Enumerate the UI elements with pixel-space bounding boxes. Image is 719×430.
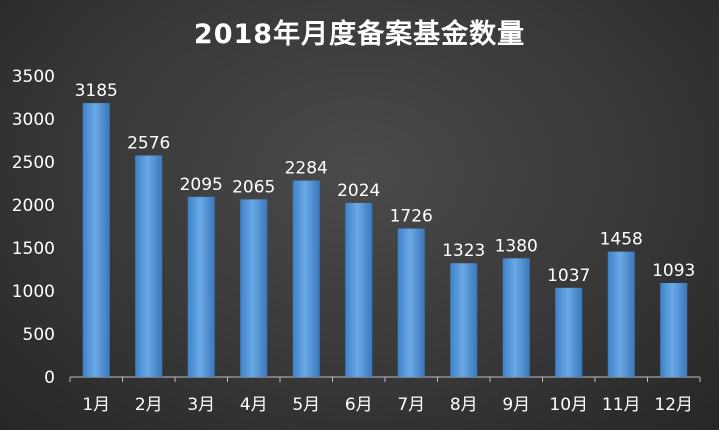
bars bbox=[82, 103, 688, 377]
x-tick-label: 6月 bbox=[345, 395, 373, 415]
x-tick-label: 4月 bbox=[240, 395, 268, 415]
data-label: 2024 bbox=[337, 181, 380, 201]
bar bbox=[607, 251, 635, 377]
bar bbox=[450, 263, 478, 377]
x-tick-label: 3月 bbox=[187, 395, 215, 415]
y-tick-label: 1000 bbox=[12, 282, 55, 302]
x-tick-label: 8月 bbox=[450, 395, 478, 415]
y-axis: 0 500 1000 1500 2000 2500 3000 3500 bbox=[12, 67, 55, 388]
bar bbox=[397, 228, 425, 377]
data-label: 1458 bbox=[600, 230, 643, 250]
x-tick-label: 10月 bbox=[549, 395, 588, 415]
x-tick-label: 7月 bbox=[397, 395, 425, 415]
data-labels: 3185 2576 2095 2065 2284 2024 1726 1323 1380 1037… bbox=[75, 81, 696, 286]
data-label: 2065 bbox=[232, 177, 275, 197]
data-label: 2095 bbox=[180, 175, 223, 195]
bar bbox=[187, 196, 215, 377]
bar bbox=[502, 258, 530, 377]
y-tick-label: 2000 bbox=[12, 196, 55, 216]
x-tick-label: 2月 bbox=[135, 395, 163, 415]
bar bbox=[135, 155, 163, 377]
x-tick-label: 5月 bbox=[292, 395, 320, 415]
y-tick-label: 3500 bbox=[12, 67, 55, 87]
y-tick-label: 1500 bbox=[12, 239, 55, 259]
data-label: 1380 bbox=[495, 236, 538, 256]
data-label: 1037 bbox=[547, 266, 590, 286]
data-label: 1323 bbox=[442, 241, 485, 261]
y-tick-label: 0 bbox=[44, 368, 55, 388]
bar bbox=[292, 180, 320, 377]
bar bbox=[555, 287, 583, 377]
x-axis: 1月 2月 3月 4月 5月 6月 7月 8月 9月 10月 11月 12月 bbox=[69, 376, 701, 415]
data-label: 3185 bbox=[75, 81, 118, 101]
data-label: 2284 bbox=[285, 159, 328, 179]
bar bbox=[82, 103, 110, 377]
x-tick-label: 9月 bbox=[502, 395, 530, 415]
chart-title: 2018年月度备案基金数量 bbox=[193, 19, 526, 50]
x-tick-label: 11月 bbox=[602, 395, 641, 415]
data-label: 2576 bbox=[127, 133, 170, 153]
bar bbox=[345, 202, 373, 377]
y-tick-label: 3000 bbox=[12, 110, 55, 130]
bar bbox=[240, 199, 268, 377]
data-label: 1093 bbox=[652, 261, 695, 281]
y-tick-label: 500 bbox=[23, 325, 55, 345]
bar bbox=[660, 283, 688, 377]
x-tick-label: 12月 bbox=[654, 395, 693, 415]
y-tick-label: 2500 bbox=[12, 153, 55, 173]
x-tick-label: 1月 bbox=[82, 395, 110, 415]
data-label: 1726 bbox=[390, 207, 433, 227]
